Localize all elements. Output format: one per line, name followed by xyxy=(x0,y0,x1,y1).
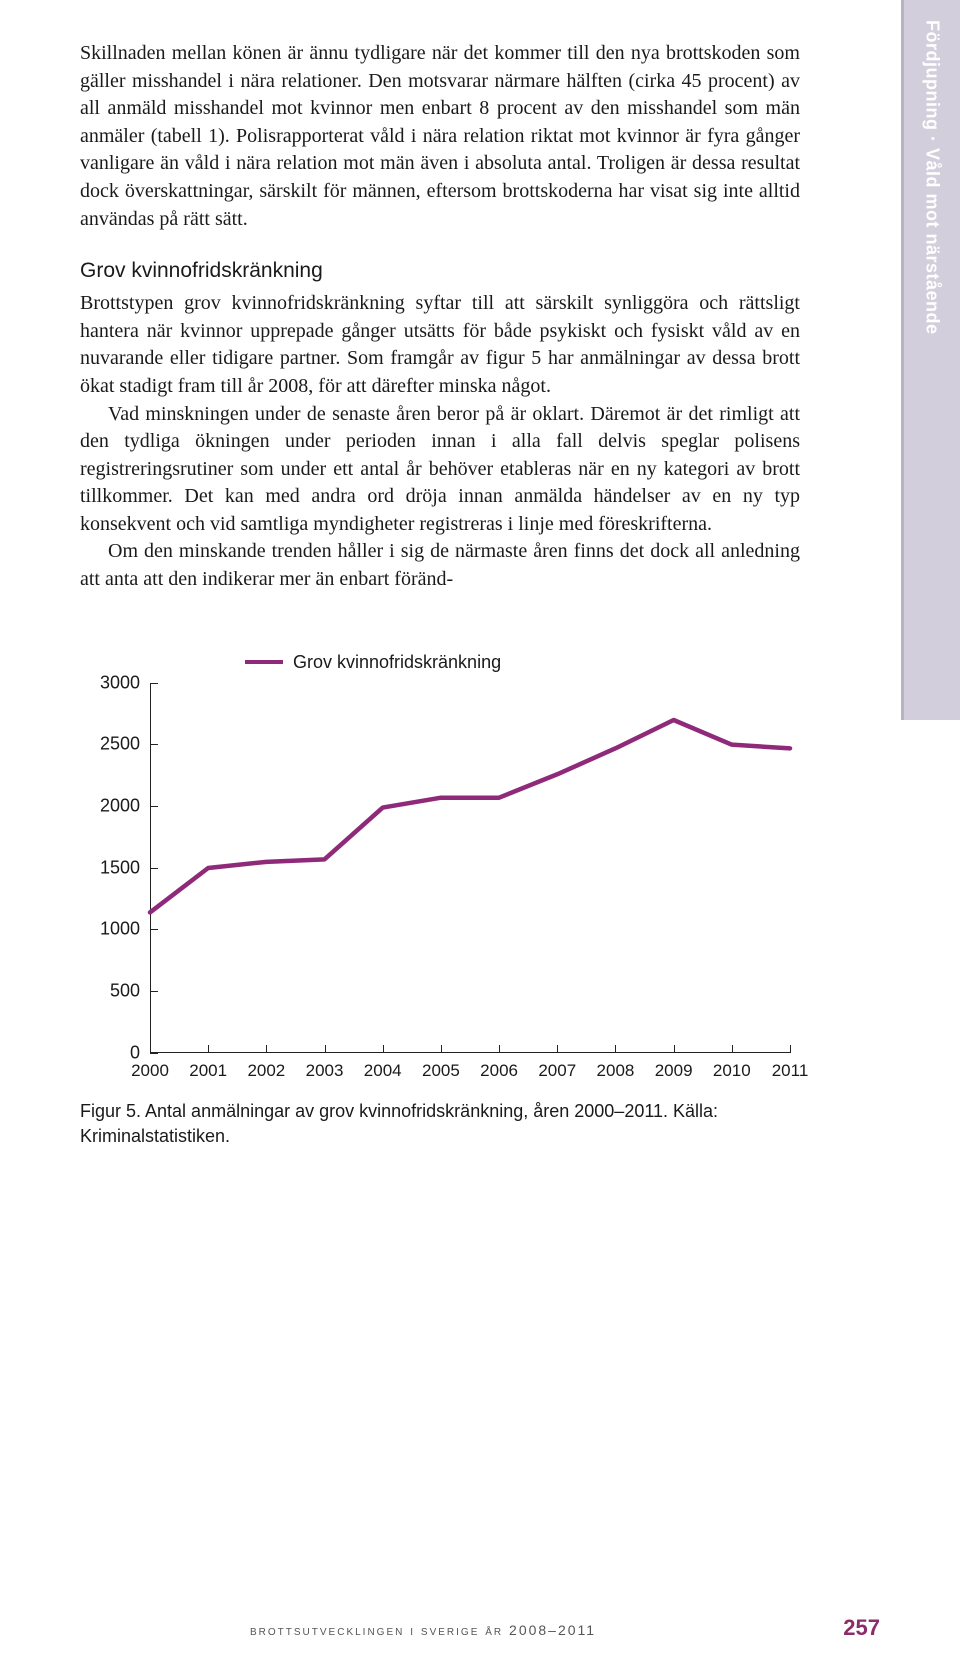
x-tick-mark xyxy=(499,1045,500,1053)
y-tick-label: 3000 xyxy=(80,672,140,693)
x-tick-mark xyxy=(266,1045,267,1053)
x-tick-label: 2004 xyxy=(364,1061,402,1081)
page-footer: brottsutvecklingen i sverige år 2008–201… xyxy=(80,1615,880,1641)
y-tick-label: 1500 xyxy=(80,857,140,878)
side-tab-label: Fördjupning · Våld mot närstående xyxy=(922,20,943,335)
y-tick-label: 500 xyxy=(80,980,140,1001)
y-tick-mark xyxy=(150,683,158,684)
chart-legend: Grov kvinnofridskränkning xyxy=(245,652,800,673)
chart-caption: Figur 5. Antal anmälningar av grov kvinn… xyxy=(80,1099,800,1149)
paragraph-2: Brottstypen grov kvinnofridskränkning sy… xyxy=(80,290,800,400)
x-tick-mark xyxy=(441,1045,442,1053)
paragraph-1: Skillnaden mellan könen är ännu tydligar… xyxy=(80,40,800,233)
chart-plot-area: 0500100015002000250030002000200120022003… xyxy=(150,683,790,1053)
footer-title: brottsutvecklingen i sverige år 2008–201… xyxy=(250,1622,596,1638)
y-tick-mark xyxy=(150,806,158,807)
y-tick-mark xyxy=(150,991,158,992)
y-tick-mark xyxy=(150,868,158,869)
chart-line-series xyxy=(150,683,790,1053)
x-tick-mark xyxy=(557,1045,558,1053)
x-tick-mark xyxy=(732,1045,733,1053)
chart-block: Grov kvinnofridskränkning 05001000150020… xyxy=(80,652,800,1053)
y-tick-label: 2500 xyxy=(80,734,140,755)
y-tick-label: 1000 xyxy=(80,919,140,940)
x-tick-mark xyxy=(615,1045,616,1053)
paragraph-4: Om den minskande trenden håller i sig de… xyxy=(80,538,800,593)
x-tick-mark xyxy=(674,1045,675,1053)
paragraph-3: Vad minskningen under de senaste åren be… xyxy=(80,401,800,539)
legend-label: Grov kvinnofridskränkning xyxy=(293,652,501,673)
body-text-block: Skillnaden mellan könen är ännu tydligar… xyxy=(80,40,800,594)
x-tick-label: 2011 xyxy=(772,1061,809,1081)
x-tick-label: 2002 xyxy=(247,1061,285,1081)
x-tick-label: 2001 xyxy=(189,1061,227,1081)
y-tick-mark xyxy=(150,929,158,930)
y-tick-mark xyxy=(150,1053,158,1054)
x-tick-label: 2006 xyxy=(480,1061,518,1081)
legend-swatch-icon xyxy=(245,660,283,664)
x-tick-label: 2003 xyxy=(306,1061,344,1081)
subheading: Grov kvinnofridskränkning xyxy=(80,257,800,286)
x-tick-label: 2007 xyxy=(538,1061,576,1081)
x-tick-mark xyxy=(325,1045,326,1053)
x-tick-mark xyxy=(208,1045,209,1053)
x-tick-label: 2008 xyxy=(597,1061,635,1081)
y-tick-mark xyxy=(150,744,158,745)
y-tick-label: 2000 xyxy=(80,795,140,816)
x-tick-label: 2005 xyxy=(422,1061,460,1081)
x-tick-label: 2000 xyxy=(131,1061,169,1081)
x-tick-label: 2010 xyxy=(713,1061,751,1081)
x-tick-mark xyxy=(150,1045,151,1053)
x-tick-label: 2009 xyxy=(655,1061,693,1081)
x-tick-mark xyxy=(383,1045,384,1053)
footer-page-number: 257 xyxy=(843,1615,880,1641)
page-content: Skillnaden mellan könen är ännu tydligar… xyxy=(80,40,880,1149)
side-tab: Fördjupning · Våld mot närstående xyxy=(901,0,960,720)
x-tick-mark xyxy=(790,1045,791,1053)
